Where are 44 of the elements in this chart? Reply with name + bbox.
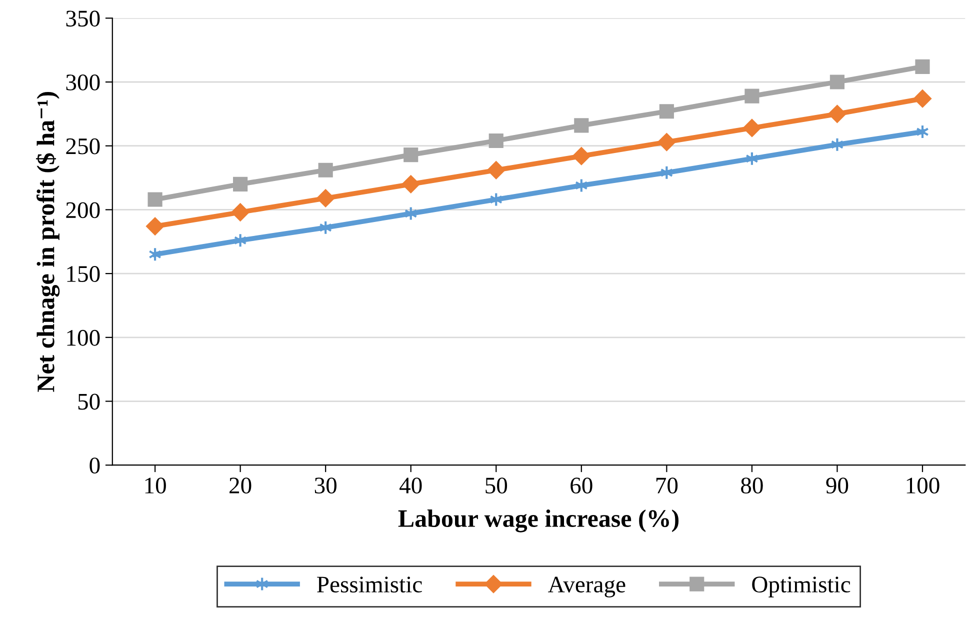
y-tick-label: 0 (90, 458, 100, 474)
point (744, 88, 760, 104)
x-tick-label: 60 (570, 478, 592, 494)
point (830, 137, 844, 152)
legend-label: Average (548, 576, 626, 598)
point (318, 162, 333, 178)
y-tick-label: 150 (67, 266, 100, 282)
x-tick-label: 30 (314, 478, 336, 494)
point (233, 176, 248, 192)
point (659, 104, 674, 119)
point (743, 119, 761, 137)
point (488, 133, 504, 148)
point (828, 105, 846, 123)
point (830, 74, 845, 90)
y-axis-title: Net chnage in profit ($ ha⁻¹) (36, 92, 60, 392)
point (402, 175, 420, 194)
legend-label: Pessimistic (317, 576, 422, 593)
point (146, 217, 164, 236)
point (914, 90, 932, 108)
point (572, 147, 590, 165)
y-tick-label: 300 (66, 74, 100, 90)
y-tick-label: 350 (66, 10, 100, 27)
y-tick-label: 50 (78, 394, 100, 410)
x-axis-title: Labour wage increase (%) (398, 509, 679, 532)
y-tick-label: 100 (67, 330, 100, 346)
x-tick-label: 50 (486, 478, 508, 494)
y-tick-label: 250 (66, 138, 100, 154)
point (658, 133, 676, 151)
point (316, 189, 334, 208)
point (148, 192, 162, 207)
x-tick-label: 20 (230, 478, 252, 494)
point (231, 203, 250, 222)
x-tick-label: 90 (826, 478, 848, 494)
x-tick-label: 40 (400, 478, 422, 494)
x-tick-label: 70 (656, 478, 678, 494)
point (574, 118, 589, 133)
x-tick-label: 10 (145, 478, 166, 494)
x-tick-label: 100 (906, 478, 940, 494)
legend-label: Optimistic (752, 576, 850, 598)
point (487, 161, 506, 180)
y-tick-label: 200 (66, 202, 100, 218)
point (915, 59, 930, 74)
point (404, 148, 418, 162)
x-tick-label: 80 (741, 478, 763, 494)
